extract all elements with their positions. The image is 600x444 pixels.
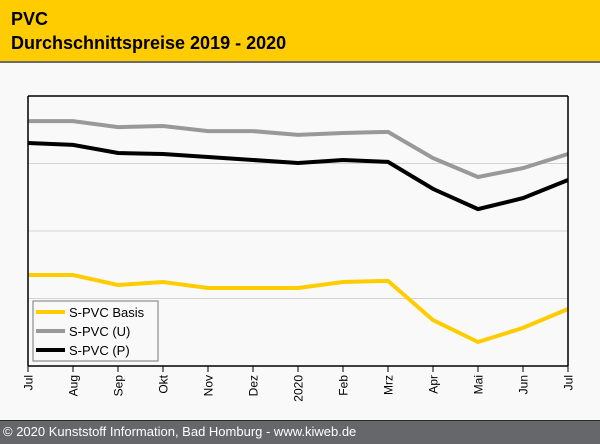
- legend-label: S-PVC (P): [69, 343, 130, 358]
- x-tick-label: Feb: [337, 375, 351, 396]
- x-tick-label: Okt: [157, 374, 171, 393]
- line-chart: Jul Aug Sep Okt Nov Dez 2020 Feb Mrz Apr Mai Jun Jul…: [22, 95, 576, 402]
- legend-label: S-PVC (U): [69, 324, 130, 339]
- chart-header: PVC Durchschnittspreise 2019 - 2020: [0, 0, 600, 63]
- x-tick-label: Aug: [67, 375, 81, 396]
- chart-title: PVC: [11, 9, 49, 29]
- x-tick-label: Sep: [112, 375, 126, 397]
- x-tick-label: Nov: [202, 375, 216, 396]
- x-tick-label: Jul: [22, 375, 36, 390]
- x-tick-label: Mrz: [382, 375, 396, 395]
- x-tick-label: Jun: [517, 375, 531, 394]
- x-tick-label: Mai: [472, 375, 486, 394]
- chart-subtitle: Durchschnittspreise 2019 - 2020: [11, 33, 287, 53]
- x-tick-label: 2020: [292, 375, 306, 402]
- legend: S-PVC Basis S-PVC (U) S-PVC (P): [32, 300, 159, 362]
- series-line-s-pvc-basis: [28, 273, 569, 345]
- series-line-s-pvc-u: [28, 119, 569, 180]
- x-tick-label: Dez: [247, 375, 261, 396]
- series-line-s-pvc-p: [27, 141, 569, 212]
- footer: © 2020 Kunststoff Information, Bad Hombu…: [0, 420, 600, 444]
- x-axis-ticks: Jul Aug Sep Okt Nov Dez 2020 Feb Mrz Apr Mai Jun Jul: [22, 366, 576, 402]
- copyright-text: © 2020 Kunststoff Information, Bad Hombu…: [3, 424, 357, 439]
- x-tick-label: Apr: [427, 375, 441, 394]
- series-lines: [27, 119, 569, 345]
- legend-label: S-PVC Basis: [69, 305, 145, 320]
- x-tick-label: Jul: [562, 375, 576, 390]
- grid-lines: [28, 163, 568, 299]
